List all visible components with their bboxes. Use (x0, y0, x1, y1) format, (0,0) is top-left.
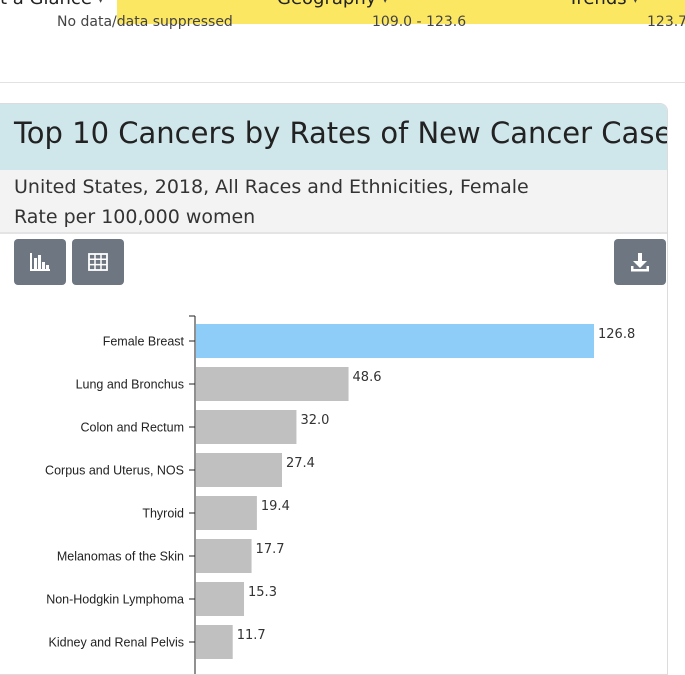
value-label: 11.7 (237, 628, 266, 643)
category-label: Non-Hodgkin Lymphoma (46, 593, 184, 607)
bar-5 (196, 496, 257, 530)
bar-chart: Female Breast 126.8 Lung and Bronchus 48.6 C… (45, 315, 635, 674)
top-cancers-card: Top 10 Cancers by Rates of New Cancer Ca… (0, 103, 668, 675)
legend-no-data: No data/data suppressed (57, 14, 233, 30)
category-label: Corpus and Uterus, NOS (45, 464, 184, 478)
value-label: 126.8 (598, 327, 635, 342)
card-subtitle-line2: Rate per 100,000 women (14, 206, 256, 228)
value-label: 19.4 (261, 499, 290, 514)
table-icon (88, 253, 108, 271)
nav-at-a-glance[interactable]: t a Glance ▾ (0, 0, 103, 24)
nav-at-a-glance-label: t a Glance (0, 0, 92, 9)
value-label: 48.6 (353, 370, 382, 385)
chevron-down-icon: ▾ (382, 0, 388, 6)
category-label: Lung and Bronchus (76, 378, 184, 392)
nav-geography[interactable]: Geography ▾ (277, 0, 388, 9)
nav-trends[interactable]: Trends ▾ (568, 0, 638, 9)
value-label: 17.7 (256, 542, 285, 557)
chevron-down-icon: ▾ (633, 0, 639, 6)
bar-1 (196, 324, 594, 358)
top-navigation: t a Glance ▾ Geography ▾ Trends ▾ (0, 0, 685, 24)
bar-chart-view-button[interactable] (14, 239, 66, 285)
card-subtitle-line1: United States, 2018, All Races and Ethni… (14, 176, 529, 198)
card-title: Top 10 Cancers by Rates of New Cancer Ca… (14, 116, 668, 150)
table-view-button[interactable] (72, 239, 124, 285)
legend-value: 123.7 (647, 14, 685, 30)
nav-trends-label: Trends (568, 0, 627, 9)
download-button[interactable] (614, 239, 666, 285)
card-title-band: Top 10 Cancers by Rates of New Cancer Ca… (0, 104, 667, 170)
bar-7 (196, 582, 245, 616)
bar-2 (196, 367, 349, 401)
value-label: 32.0 (300, 413, 329, 428)
bar-8 (196, 625, 233, 659)
value-label: 27.4 (286, 456, 315, 471)
bar-3 (196, 410, 297, 444)
category-label: Female Breast (103, 335, 185, 349)
legend-range: 109.0 - 123.6 (372, 14, 467, 30)
card-subtitle-band: United States, 2018, All Races and Ethni… (0, 170, 667, 234)
category-label: Melanomas of the Skin (57, 550, 184, 564)
download-icon (631, 253, 649, 272)
divider (0, 82, 685, 83)
category-label: Colon and Rectum (80, 421, 184, 435)
chevron-down-icon: ▾ (98, 0, 104, 6)
nav-highlight-bar (117, 0, 685, 24)
bar-chart-icon (30, 253, 50, 271)
nav-geography-label: Geography (277, 0, 376, 9)
category-label: Thyroid (142, 507, 184, 521)
map-legend-row: No data/data suppressed 109.0 - 123.6 12… (0, 14, 685, 34)
bar-6 (196, 539, 252, 573)
bar-4 (196, 453, 283, 487)
value-label: 15.3 (248, 585, 277, 600)
category-label: Kidney and Renal Pelvis (49, 636, 185, 650)
